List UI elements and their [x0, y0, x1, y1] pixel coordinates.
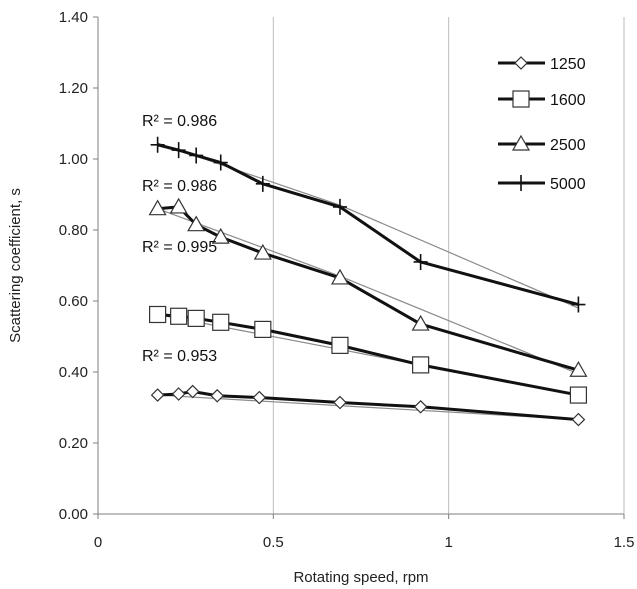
data-point-1600 — [412, 356, 430, 374]
data-point-1250 — [210, 388, 225, 403]
data-point-5000 — [332, 198, 347, 215]
y-tick-label: 0.60 — [59, 293, 88, 310]
y-tick-label: 0.40 — [59, 364, 88, 381]
r2-label-1250: R² = 0.953 — [142, 348, 217, 365]
trendlines — [157, 142, 579, 421]
r2-label-1600: R² = 0.995 — [142, 239, 217, 256]
data-point-1250 — [150, 388, 165, 402]
y-tick-label: 1.40 — [59, 9, 88, 26]
y-tick-label: 1.20 — [59, 80, 88, 97]
data-point-1600 — [212, 313, 230, 331]
data-point-1250 — [571, 412, 586, 427]
y-tick-label: 0.00 — [59, 506, 88, 523]
data-point-5000 — [171, 142, 186, 159]
gridlines — [272, 17, 625, 514]
x-axis-title: Rotating speed, rpm — [293, 569, 428, 586]
legend-label-1600: 1600 — [550, 92, 586, 109]
legend-marker-1600 — [512, 90, 530, 108]
legend-marker-2500 — [511, 134, 531, 151]
data-point-2500 — [330, 268, 349, 285]
legend-label-2500: 2500 — [550, 137, 586, 154]
data-point-1600 — [569, 386, 588, 404]
data-point-2500 — [169, 197, 188, 214]
r2-label-2500: R² = 0.986 — [142, 178, 217, 195]
x-tick-label: 0.5 — [263, 534, 284, 551]
data-point-5000 — [571, 296, 586, 313]
legend-label-5000: 5000 — [550, 176, 586, 193]
data-point-1600 — [254, 320, 272, 338]
trendline-1250 — [157, 394, 579, 421]
data-point-2500 — [148, 199, 167, 216]
data-point-2500 — [187, 215, 206, 232]
data-point-5000 — [413, 253, 428, 270]
y-axis-title: Scattering coefficient, s — [7, 188, 24, 343]
data-point-2500 — [569, 361, 588, 377]
data-point-2500 — [411, 314, 430, 331]
data-point-5000 — [213, 154, 228, 171]
axes: 0.00 0.20 0.40 0.60 0.80 1.00 1.20 1.40 0 0.5 1 1.5 — [59, 9, 635, 551]
data-point-1600 — [149, 305, 167, 324]
data-point-1250 — [171, 387, 186, 401]
data-point-2500 — [211, 227, 230, 244]
series-line-5000 — [157, 143, 579, 306]
legend-marker-5000 — [514, 175, 528, 191]
legend: 1250 1600 2500 5000 — [498, 56, 586, 193]
x-tick-label: 1 — [444, 534, 452, 551]
data-point-1600 — [187, 309, 205, 327]
data-point-1250 — [185, 384, 200, 399]
legend-label-1250: 1250 — [550, 56, 586, 73]
data-point-1600 — [331, 336, 349, 354]
data-point-1250 — [252, 390, 267, 405]
data-point-1250 — [413, 399, 428, 414]
x-tick-label: 1.5 — [614, 534, 635, 551]
data-point-2500 — [253, 243, 272, 260]
y-tick-label: 1.00 — [59, 151, 88, 168]
data-point-1600 — [170, 307, 188, 325]
data-point-5000 — [150, 136, 165, 153]
y-tick-label: 0.80 — [59, 222, 88, 239]
data-point-5000 — [255, 175, 270, 192]
data-point-5000 — [189, 147, 204, 164]
r2-labels: R² = 0.953 R² = 0.995 R² = 0.986 R² = 0.986 — [142, 113, 217, 365]
x-tick-label: 0 — [94, 534, 102, 551]
y-tick-label: 0.20 — [59, 435, 88, 452]
r2-label-5000: R² = 0.986 — [142, 113, 217, 130]
legend-marker-1250 — [514, 56, 528, 70]
series-layer — [157, 143, 579, 422]
data-point-1250 — [333, 395, 347, 410]
markers — [148, 136, 588, 427]
